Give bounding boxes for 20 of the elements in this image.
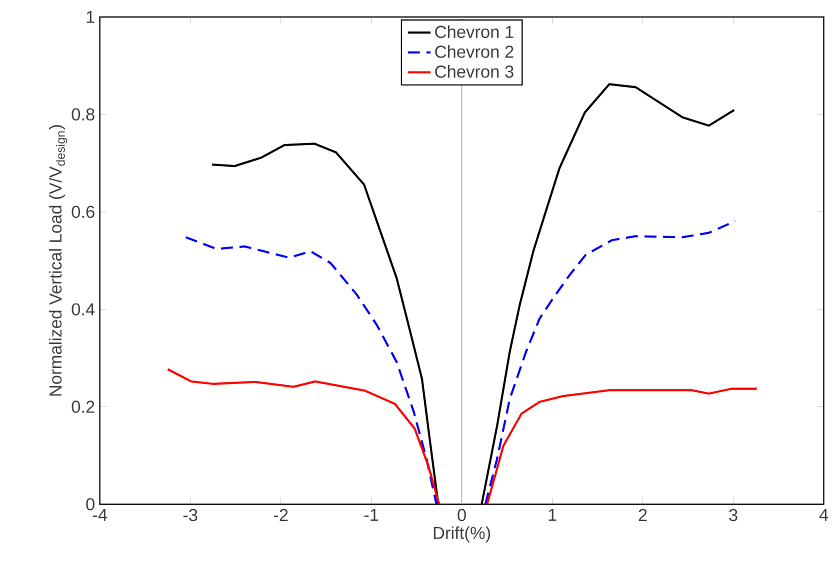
x-tick-label: 3 xyxy=(729,508,738,522)
x-tick-label: -3 xyxy=(183,508,198,522)
x-tick-label: -1 xyxy=(364,508,378,521)
y-tick-label: 0.6 xyxy=(72,206,94,218)
x-tick-label: -2 xyxy=(274,508,288,521)
y-tick-label: 1 xyxy=(86,10,94,23)
x-tick-label: 2 xyxy=(638,508,647,521)
y-tick-label: 0.4 xyxy=(72,303,95,316)
x-tick-label: 4 xyxy=(819,508,828,521)
x-tick-label: 0 xyxy=(458,508,466,522)
x-tick-label: -4 xyxy=(92,508,108,521)
legend-label: Chevron 3 xyxy=(435,64,514,78)
legend-label: Chevron 2 xyxy=(435,45,514,58)
legend-label: Chevron 1 xyxy=(435,25,514,38)
y-axis-title: Normalized Vertical Load (V/V$_{design}$) xyxy=(48,125,68,396)
y-tick-label: 0.2 xyxy=(72,400,94,413)
y-tick-label: 0 xyxy=(86,498,94,510)
x-axis-title: Drift(%) xyxy=(434,526,490,542)
y-tick-label: 0.8 xyxy=(72,108,94,120)
x-tick-label: 1 xyxy=(548,508,556,521)
